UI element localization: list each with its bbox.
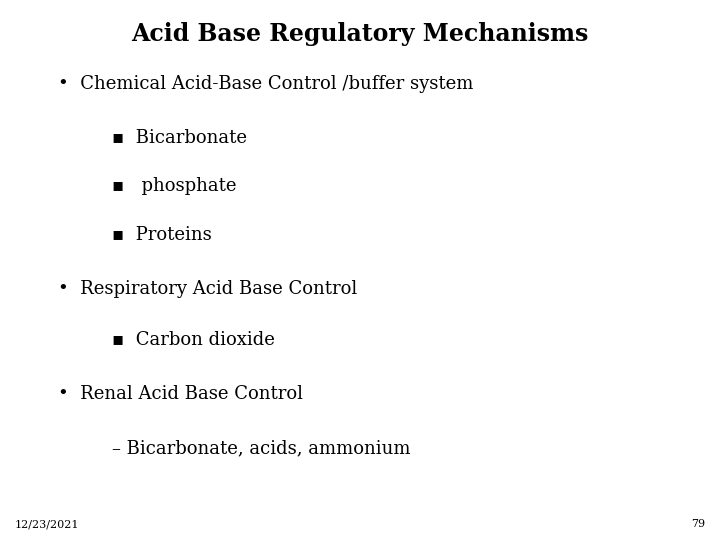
Text: •  Respiratory Acid Base Control: • Respiratory Acid Base Control <box>58 280 357 298</box>
Text: – Bicarbonate, acids, ammonium: – Bicarbonate, acids, ammonium <box>112 439 410 457</box>
Text: 79: 79 <box>691 519 706 529</box>
Text: ▪   phosphate: ▪ phosphate <box>112 177 236 195</box>
Text: Acid Base Regulatory Mechanisms: Acid Base Regulatory Mechanisms <box>131 22 589 45</box>
Text: ▪  Proteins: ▪ Proteins <box>112 226 212 244</box>
Text: •  Renal Acid Base Control: • Renal Acid Base Control <box>58 385 302 403</box>
Text: •  Chemical Acid-Base Control /buffer system: • Chemical Acid-Base Control /buffer sys… <box>58 75 473 93</box>
Text: 12/23/2021: 12/23/2021 <box>14 519 79 529</box>
Text: ▪  Carbon dioxide: ▪ Carbon dioxide <box>112 331 274 349</box>
Text: ▪  Bicarbonate: ▪ Bicarbonate <box>112 129 246 147</box>
